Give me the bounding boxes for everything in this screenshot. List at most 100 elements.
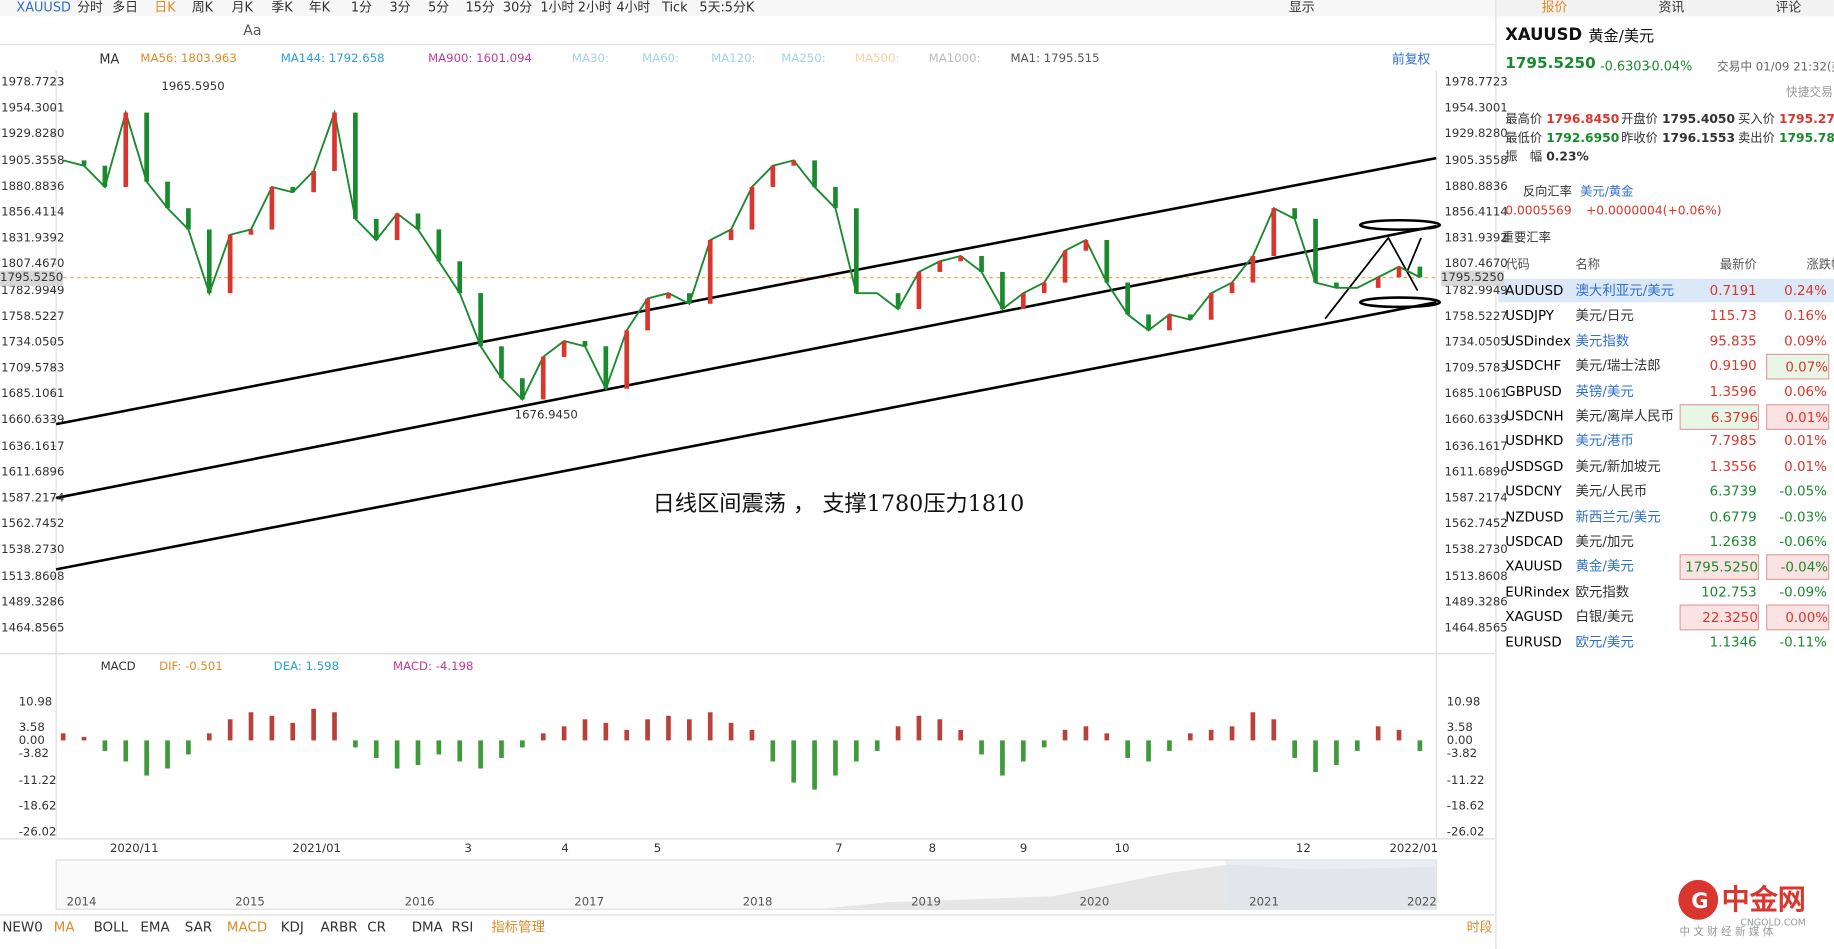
row-code[interactable]: USDCHF: [1505, 357, 1562, 374]
y-tick-label-right: 1489.3286: [1444, 596, 1508, 609]
indicator-tab[interactable]: DMA: [411, 918, 443, 935]
row-code[interactable]: AUDUSD: [1505, 282, 1564, 299]
period-tab[interactable]: 多日: [112, 0, 139, 16]
row-code[interactable]: EURUSD: [1505, 633, 1562, 650]
macd-bar: [1041, 740, 1047, 748]
macd-bar: [874, 740, 880, 751]
macd-bar: [1271, 719, 1277, 741]
indicator-tab[interactable]: MA: [53, 918, 75, 935]
y-tick-label: 1856.4114: [1, 206, 65, 220]
indicator-tab[interactable]: MACD: [226, 918, 268, 935]
period-button[interactable]: 时段: [1466, 919, 1493, 935]
period-tab[interactable]: 季K: [271, 0, 293, 16]
indicator-tab[interactable]: ARBR: [320, 918, 358, 935]
y-tick-label-right: 1513.8608: [1444, 570, 1508, 583]
row-code[interactable]: USDCAD: [1505, 533, 1563, 550]
period-tab[interactable]: 日K: [154, 0, 176, 16]
macd-bar: [770, 740, 776, 762]
row-code[interactable]: NZDUSD: [1505, 507, 1564, 525]
macd-bar: [979, 740, 984, 755]
macd-legend: MACD: -4.198: [392, 660, 474, 674]
row-code[interactable]: USDCNH: [1505, 407, 1564, 425]
row-price: 1.3596: [1709, 382, 1757, 400]
symbol-tab: XAUUSD: [16, 0, 71, 16]
macd-bar: [1167, 740, 1172, 751]
y-tick-label: 1978.7723: [1, 76, 65, 90]
row-code[interactable]: USDCNY: [1505, 482, 1562, 500]
y-tick-label-right: 1954.3001: [1444, 102, 1508, 116]
macd-bar: [791, 740, 797, 783]
display-menu[interactable]: 显示: [1288, 0, 1315, 16]
y-tick-label-right: 1636.1617: [1444, 440, 1508, 454]
period-tab[interactable]: 年K: [308, 0, 331, 16]
row-name: 美元/离岸人民币: [1575, 407, 1674, 425]
row-code[interactable]: EURindex: [1505, 583, 1570, 600]
indicator-tab[interactable]: 指标管理: [491, 918, 546, 935]
row-code[interactable]: USDSGD: [1505, 457, 1564, 475]
period-tab[interactable]: 5分: [428, 0, 450, 16]
text-tool[interactable]: Aa: [243, 22, 262, 39]
period-tab[interactable]: 3分: [389, 0, 411, 16]
period-tab[interactable]: Tick: [661, 0, 688, 16]
period-tab[interactable]: 1分: [350, 0, 372, 16]
macd-tick: -26.02: [18, 825, 57, 839]
indicator-tab[interactable]: EMA: [140, 918, 170, 935]
indicator-tab[interactable]: NEW0: [2, 918, 43, 935]
macd-bar: [227, 719, 233, 741]
row-change: -0.03%: [1779, 507, 1827, 525]
ma-legend-item: MA120:: [711, 52, 756, 66]
logo-tagline: 中 文 财 经 新 媒 体: [1679, 926, 1774, 939]
x-date-label: 10: [1114, 842, 1130, 856]
row-name: 美元/新加坡元: [1575, 457, 1661, 475]
reverse-label: 反向汇率: [1522, 185, 1572, 200]
macd-bar: [1062, 729, 1068, 741]
quick-trade[interactable]: 快捷交易: [1785, 86, 1833, 100]
y-tick-label: 1464.8565: [1, 622, 65, 636]
row-code[interactable]: XAGUSD: [1505, 608, 1563, 625]
period-tab[interactable]: 30分: [502, 0, 533, 16]
period-tab[interactable]: 4小时: [616, 0, 651, 16]
macd-bar: [1292, 740, 1297, 758]
y-tick-label-right: 1734.0505: [1444, 336, 1508, 350]
period-tab[interactable]: 2小时: [577, 0, 612, 16]
reverse-name: 美元/黄金: [1580, 185, 1634, 200]
row-code[interactable]: XAUUSD: [1505, 558, 1563, 575]
period-tab[interactable]: 月K: [231, 0, 253, 16]
macd-bar: [895, 726, 901, 741]
period-tab[interactable]: 周K: [191, 0, 214, 16]
macd-bar: [394, 740, 400, 769]
panel-tab[interactable]: 评论: [1775, 0, 1802, 16]
macd-tick-right: 0.00: [1446, 734, 1473, 748]
row-change: 0.01%: [1766, 404, 1830, 430]
indicator-tab[interactable]: CR: [367, 918, 387, 935]
row-code[interactable]: USDindex: [1505, 332, 1571, 349]
y-tick-label: 1758.5227: [1, 310, 65, 324]
indicator-tab[interactable]: KDJ: [280, 918, 304, 935]
panel-tab[interactable]: 报价: [1541, 0, 1568, 16]
y-tick-label-right: 1538.2730: [1444, 544, 1508, 558]
panel-tab[interactable]: 资讯: [1658, 0, 1685, 16]
period-tab[interactable]: 5天:5分K: [699, 0, 755, 16]
ma-legend-item: MA144: 1792.658: [280, 52, 385, 66]
macd-bar: [290, 722, 296, 741]
row-code[interactable]: USDHKD: [1505, 432, 1564, 450]
period-tab[interactable]: 1小时: [540, 0, 575, 16]
macd-bar: [144, 740, 149, 776]
macd-tick: 0.00: [18, 734, 45, 748]
quote-change: -0.6303: [1600, 58, 1650, 74]
macd-bar: [1125, 740, 1131, 758]
logo-brand: 中金网: [1721, 883, 1806, 917]
y-tick-label: 1782.9949: [1, 284, 65, 298]
macd-bar: [582, 719, 588, 741]
macd-bar: [1083, 726, 1089, 741]
y-tick-label-right: 1782.9949: [1444, 284, 1508, 298]
period-tab[interactable]: 分时: [77, 0, 103, 16]
macd-bar: [916, 715, 922, 741]
indicator-tab[interactable]: BOLL: [93, 918, 129, 935]
y-tick-label-right: 1464.8565: [1444, 622, 1508, 636]
indicator-tab[interactable]: RSI: [451, 918, 474, 935]
period-tab[interactable]: 15分: [465, 0, 495, 16]
row-code[interactable]: USDJPY: [1505, 307, 1555, 324]
row-code[interactable]: GBPUSD: [1505, 382, 1562, 400]
indicator-tab[interactable]: SAR: [184, 918, 213, 935]
